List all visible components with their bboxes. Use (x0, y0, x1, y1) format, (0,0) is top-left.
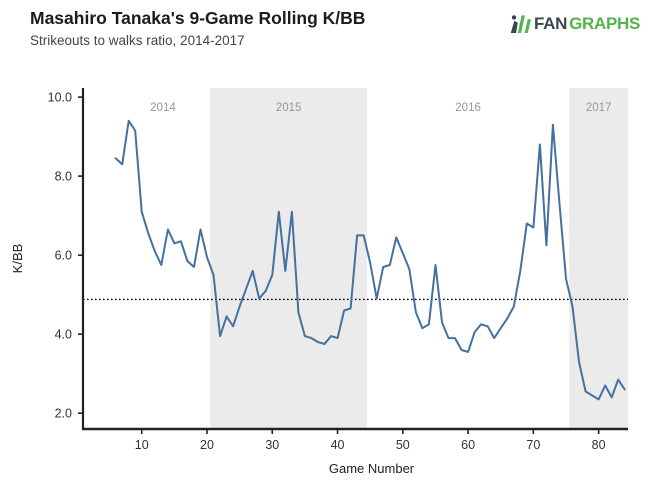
year-label-2014: 2014 (150, 102, 176, 114)
x-tick-label: 70 (526, 438, 540, 452)
x-tick-label: 10 (135, 438, 149, 452)
y-tick-label: 6.0 (55, 249, 72, 263)
x-axis-title: Game Number (329, 461, 415, 476)
y-axis-title: K/BB (10, 244, 25, 274)
logo-text-graphs: GRAPHS (569, 13, 640, 33)
y-tick-label: 8.0 (55, 170, 72, 184)
chart-title: Masahiro Tanaka's 9-Game Rolling K/BB (30, 8, 366, 28)
x-tick-label: 50 (396, 438, 410, 452)
kbb-series-line (114, 119, 626, 401)
year-label-2015: 2015 (276, 102, 302, 114)
y-tick-label: 10.0 (48, 91, 72, 105)
fangraphs-bars-icon (510, 15, 531, 34)
x-tick-label: 60 (461, 438, 475, 452)
fangraphs-logo: FAN GRAPHS (509, 13, 640, 34)
x-tick-label: 30 (265, 438, 279, 452)
year-label-2017: 2017 (586, 102, 612, 114)
x-tick-label: 80 (592, 438, 606, 452)
year-label-2016: 2016 (455, 102, 481, 114)
season-band-2015 (210, 88, 367, 429)
logo-text-fan: FAN (533, 13, 568, 33)
x-tick-label: 40 (331, 438, 345, 452)
y-tick-label: 4.0 (55, 328, 72, 342)
y-tick-label: 2.0 (55, 407, 72, 421)
season-band-2017 (569, 88, 628, 429)
chart-subtitle: Strikeouts to walks ratio, 2014-2017 (30, 33, 245, 48)
x-tick-label: 20 (200, 438, 214, 452)
